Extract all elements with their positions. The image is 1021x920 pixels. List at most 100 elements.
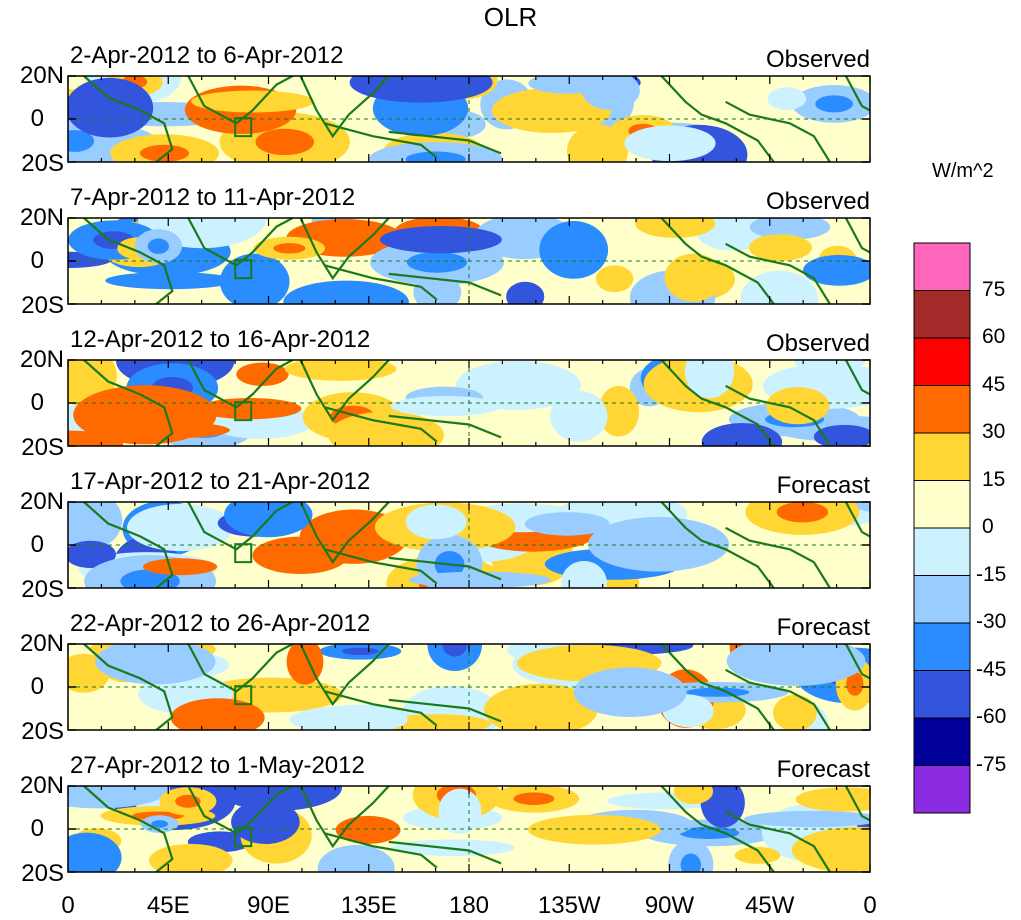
- anomaly-blob: [379, 226, 502, 254]
- lat-label-equator: 0: [30, 389, 44, 416]
- lat-label-20s: 20S: [21, 860, 64, 887]
- map-panel-3: [67, 359, 871, 447]
- anomaly-blob: [95, 644, 216, 685]
- coastline: [660, 786, 775, 872]
- anomaly-blob: [68, 77, 154, 138]
- coastline: [844, 76, 870, 112]
- lat-label-20n: 20N: [19, 204, 64, 231]
- map-panel-5: [67, 643, 871, 731]
- coastlines: [83, 76, 870, 162]
- anomaly-core: [442, 644, 467, 657]
- anomaly-core: [205, 837, 235, 847]
- lon-tick-label: 180: [448, 892, 490, 919]
- coastline: [299, 644, 390, 707]
- anomaly-blob: [673, 786, 714, 805]
- region-box: [234, 543, 253, 564]
- coastline: [187, 786, 294, 835]
- coastlines: [83, 360, 870, 446]
- anomaly-core: [140, 144, 189, 162]
- coastline: [844, 218, 870, 254]
- coastlines: [83, 502, 870, 588]
- panel-type-label: Forecast: [776, 756, 870, 783]
- lon-tick-label: 90W: [644, 892, 695, 919]
- anomaly-blob: [595, 265, 634, 293]
- anomaly-core: [573, 573, 595, 588]
- anomaly-core: [151, 820, 169, 828]
- lon-tick-label: 45E: [146, 892, 190, 919]
- legend-swatch: [913, 290, 971, 339]
- coastline: [844, 644, 870, 680]
- anomaly-core: [680, 853, 701, 872]
- anomaly-blob: [224, 502, 313, 538]
- coastline: [660, 644, 775, 730]
- coastline: [324, 690, 438, 727]
- coastline: [83, 218, 174, 304]
- region-box: [234, 827, 253, 848]
- anomaly-blob: [795, 787, 870, 812]
- anomaly-blob: [316, 704, 408, 727]
- legend-tick-label: -30: [976, 610, 1007, 633]
- anomaly-core: [173, 218, 231, 232]
- lat-label-equator: 0: [30, 815, 44, 842]
- anomaly-fields: [68, 76, 870, 162]
- anomaly-blob: [390, 396, 502, 417]
- lon-tick-label: 0: [61, 892, 75, 919]
- coastline: [187, 218, 294, 267]
- coastline: [725, 810, 831, 872]
- anomaly-core: [815, 95, 853, 113]
- anomaly-blob: [252, 536, 349, 574]
- anomaly-blob: [664, 253, 723, 302]
- coastline: [725, 384, 831, 446]
- anomaly-blob: [539, 221, 609, 279]
- lat-label-20n: 20N: [19, 62, 64, 89]
- coastline: [324, 548, 438, 585]
- anomaly-core: [273, 243, 306, 254]
- panel-type-label: Observed: [765, 188, 870, 215]
- coastline: [324, 122, 438, 159]
- anomaly-fields: [68, 502, 870, 588]
- legend-tick-label: 45: [982, 372, 1006, 396]
- coastline: [725, 242, 831, 304]
- legend-swatch: [913, 337, 971, 386]
- coastline: [324, 406, 438, 443]
- coastline: [299, 502, 390, 565]
- legend-swatch: [913, 527, 971, 576]
- legend-tick-label: -75: [976, 752, 1007, 776]
- lat-label-equator: 0: [30, 673, 44, 700]
- anomaly-core: [68, 438, 95, 446]
- legend-swatch: [913, 575, 971, 624]
- anomaly-blob: [484, 683, 598, 730]
- legend-swatch: [913, 717, 971, 766]
- anomaly-blob: [748, 234, 813, 261]
- coastline: [299, 76, 390, 139]
- legend-tick-label: 0: [982, 515, 994, 538]
- legend-tick-label: -45: [976, 657, 1007, 681]
- lat-label-20n: 20N: [19, 772, 64, 799]
- anomaly-core: [68, 130, 95, 152]
- anomaly-core: [406, 252, 468, 273]
- legend-swatch: [913, 385, 971, 434]
- chart-title: OLR: [483, 2, 538, 32]
- anomaly-core: [778, 93, 796, 104]
- coastline: [83, 644, 174, 730]
- anomaly-core: [353, 823, 383, 837]
- lat-label-20s: 20S: [21, 434, 64, 461]
- anomaly-blob: [573, 667, 687, 717]
- region-box: [234, 117, 253, 138]
- legend-unit: W/m^2: [932, 160, 994, 182]
- coastline: [844, 502, 870, 538]
- anomaly-core: [249, 812, 281, 832]
- legend-tick-label: 75: [982, 277, 1006, 301]
- anomaly-blob: [438, 788, 482, 834]
- anomaly-core: [196, 708, 239, 727]
- lat-label-equator: 0: [30, 105, 44, 132]
- coastline: [660, 360, 775, 446]
- lon-tick-label: 45W: [745, 892, 795, 919]
- anomaly-blob: [506, 281, 545, 304]
- anomaly-blob: [524, 512, 610, 536]
- coastline: [388, 414, 502, 439]
- coastline: [299, 786, 390, 849]
- panel-type-label: Observed: [765, 46, 870, 73]
- coastline: [388, 130, 502, 155]
